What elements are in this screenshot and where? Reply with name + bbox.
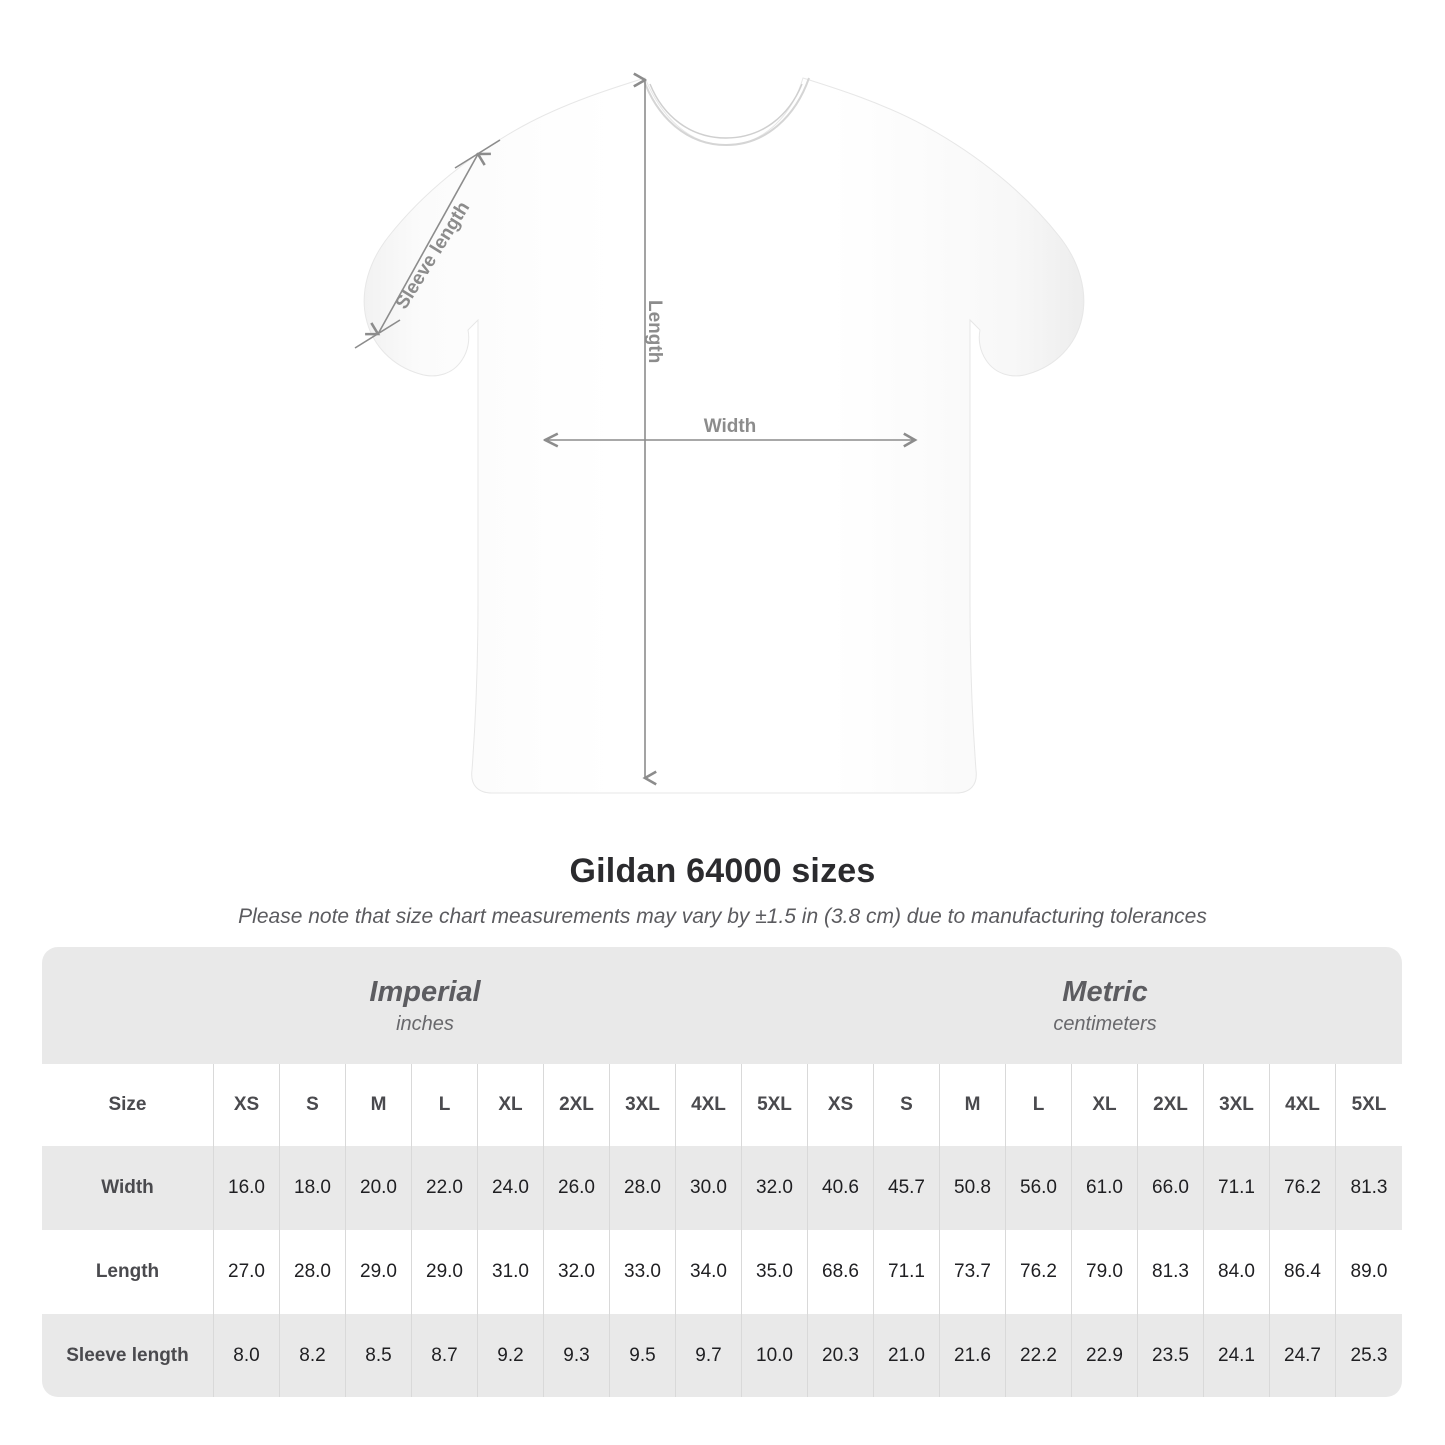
svg-text:Width: Width: [704, 416, 757, 437]
